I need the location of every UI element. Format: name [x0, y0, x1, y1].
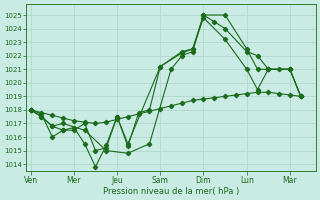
- X-axis label: Pression niveau de la mer( hPa ): Pression niveau de la mer( hPa ): [103, 187, 239, 196]
